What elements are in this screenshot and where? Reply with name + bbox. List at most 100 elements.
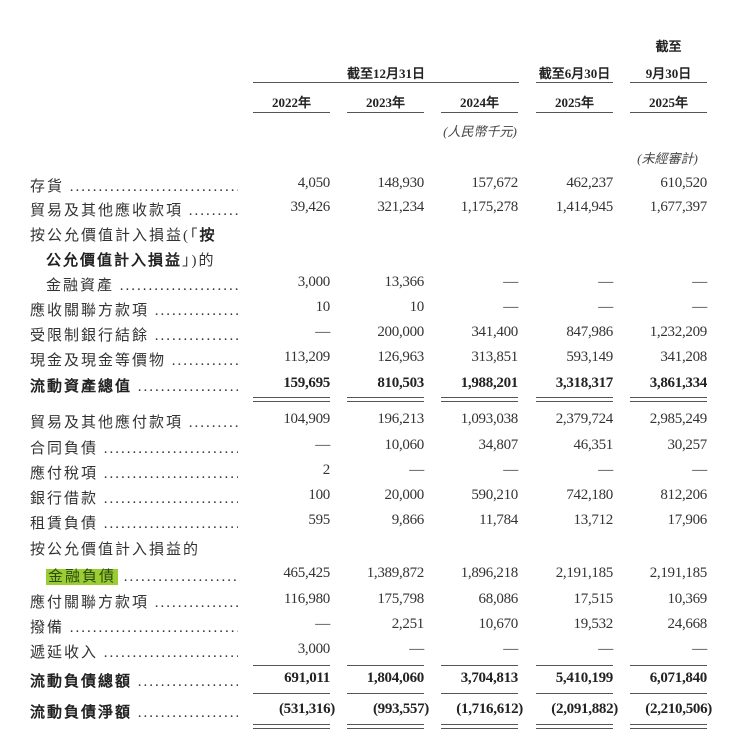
cell-value: — — [598, 274, 613, 290]
cell-value: 1,988,201 — [460, 375, 519, 391]
cell-value: 593,149 — [566, 349, 613, 365]
double-underline — [536, 728, 613, 729]
label-text: 存貨 — [30, 179, 65, 195]
row-label: 貿易及其他應付款項 — [30, 411, 238, 432]
cell-value: 9,866 — [391, 512, 425, 528]
row-label: 受限制銀行結餘 — [30, 324, 238, 345]
row-label: 合同負債 — [30, 437, 238, 458]
cell-value: 691,011 — [284, 670, 330, 686]
divider — [630, 82, 707, 83]
double-underline — [347, 728, 424, 729]
cell-value: 126,963 — [377, 349, 424, 365]
row-label: 金融資產 — [46, 274, 238, 295]
divider — [347, 665, 424, 666]
cell-value: 847,986 — [566, 324, 613, 340]
divider — [536, 665, 613, 666]
label-text: 租賃負債 — [30, 516, 99, 532]
row-label: 應付關聯方款項 — [30, 591, 238, 612]
divider — [441, 112, 518, 113]
cell-value: 1,232,209 — [649, 324, 708, 340]
cell-value: — — [503, 299, 518, 315]
cell-value: 465,425 — [283, 565, 330, 581]
cell-value: 46,351 — [573, 437, 614, 453]
cell-value: 10 — [315, 299, 331, 315]
label-text: 按公允價值計入損益(「 — [30, 228, 200, 244]
row-label: 流動負債淨額 — [30, 701, 238, 722]
row-label: 存貨 — [30, 175, 238, 196]
double-underline — [536, 724, 613, 725]
cell-value: 113,209 — [283, 349, 330, 365]
double-underline — [347, 724, 424, 725]
divider — [536, 82, 613, 83]
cell-value: — — [692, 299, 707, 315]
divider — [347, 401, 424, 402]
cell-value: (531,316) — [278, 701, 335, 717]
divider — [347, 112, 424, 113]
row-label: 現金及現金等價物 — [30, 349, 238, 370]
cell-value: — — [692, 274, 707, 290]
cell-value: 3,704,813 — [460, 670, 519, 686]
double-underline — [253, 724, 330, 725]
label-text: 銀行借款 — [30, 491, 99, 507]
cell-value: 2,985,249 — [649, 411, 708, 427]
row-label: 銀行借款 — [30, 487, 238, 508]
divider — [253, 112, 330, 113]
label-text: 按 — [199, 228, 217, 244]
double-underline — [441, 724, 518, 725]
cell-value: 812,206 — [660, 487, 707, 503]
row-label: 按公允價值計入損益的 — [30, 538, 238, 559]
row-label: 流動負債總額 — [30, 670, 238, 691]
cell-value: 6,071,840 — [649, 670, 708, 686]
divider — [536, 693, 613, 694]
row-label: 租賃負債 — [30, 512, 238, 533]
label-text: 公允價值計入損益 — [46, 253, 183, 269]
cell-value: 157,672 — [471, 175, 518, 191]
cell-value: 590,210 — [471, 487, 518, 503]
cell-value: 2,191,185 — [649, 565, 708, 581]
label-text: 撥備 — [30, 620, 65, 636]
row-label: 按公允價值計入損益(「按 — [30, 224, 238, 245]
divider — [630, 665, 707, 666]
header-group-jun30: 截至6月30日 — [538, 66, 611, 81]
cell-value: (1,716,612) — [456, 701, 523, 717]
divider — [347, 693, 424, 694]
cell-value: 1,804,060 — [366, 670, 425, 686]
cell-value: 341,208 — [660, 349, 707, 365]
cell-value: — — [315, 616, 330, 632]
cell-value: 1,093,038 — [460, 411, 519, 427]
cell-value: 1,896,218 — [460, 565, 519, 581]
cell-value: — — [598, 299, 613, 315]
cell-value: 1,414,945 — [555, 199, 614, 215]
cell-value: — — [692, 462, 707, 478]
divider — [253, 401, 330, 402]
header-group-sep30: 9月30日 — [645, 66, 692, 81]
cell-value: 341,400 — [471, 324, 518, 340]
cell-value: — — [598, 641, 613, 657]
cell-value: 10,369 — [667, 591, 708, 607]
divider — [536, 401, 613, 402]
cell-value: 13,712 — [573, 512, 614, 528]
cell-value: (2,210,506) — [645, 701, 712, 717]
row-label: 遞延收入 — [30, 641, 238, 662]
cell-value: — — [409, 641, 424, 657]
label-text: 合同負債 — [30, 441, 99, 457]
cell-value: 1,389,872 — [366, 565, 425, 581]
divider — [253, 693, 330, 694]
cell-value: 2,379,724 — [555, 411, 614, 427]
cell-value: 17,515 — [573, 591, 614, 607]
cell-value: 3,318,317 — [555, 375, 614, 391]
cell-value: 313,851 — [471, 349, 518, 365]
divider — [441, 693, 518, 694]
cell-value: 20,000 — [384, 487, 425, 503]
double-underline — [630, 724, 707, 725]
cell-value: 200,000 — [377, 324, 424, 340]
label-text: 應收關聯方款項 — [30, 303, 150, 319]
divider — [441, 401, 518, 402]
cell-value: 1,175,278 — [460, 199, 519, 215]
cell-value: 1,677,397 — [649, 199, 708, 215]
cell-value: 13,366 — [384, 274, 425, 290]
highlighted-text: 金融負債 — [46, 569, 119, 585]
double-underline — [253, 728, 330, 729]
divider — [630, 112, 707, 113]
cell-value: 34,807 — [478, 437, 519, 453]
